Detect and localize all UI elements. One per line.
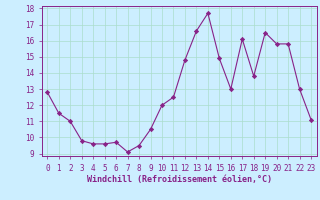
X-axis label: Windchill (Refroidissement éolien,°C): Windchill (Refroidissement éolien,°C) (87, 175, 272, 184)
